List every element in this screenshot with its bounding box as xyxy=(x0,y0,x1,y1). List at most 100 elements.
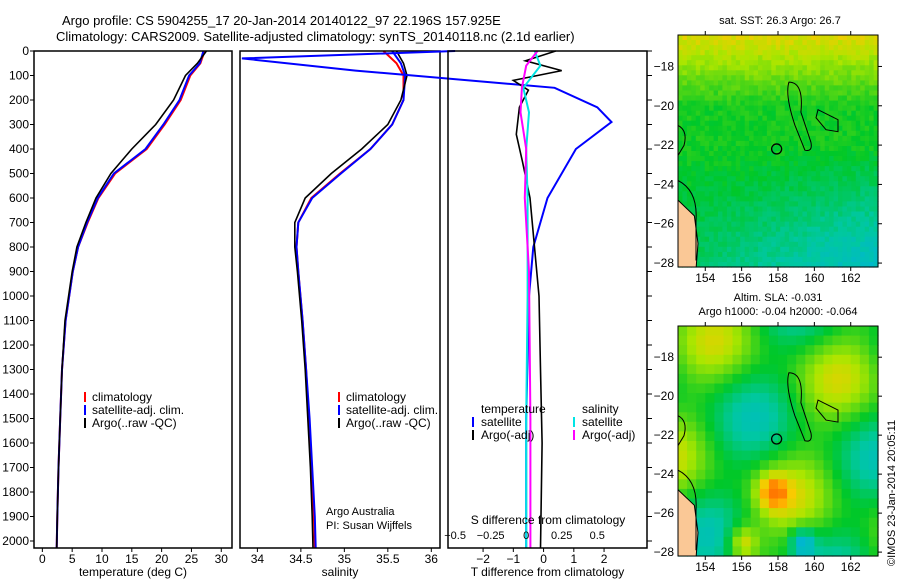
map-cell xyxy=(705,546,715,557)
map-cell xyxy=(838,45,843,51)
map-cell xyxy=(768,527,779,538)
map-cell xyxy=(850,527,861,538)
map-cell xyxy=(740,100,746,107)
map-cell xyxy=(691,140,697,147)
map-cell xyxy=(744,246,750,253)
map-cell xyxy=(758,231,763,238)
map-cell xyxy=(749,105,755,112)
x-tick-label: 160 xyxy=(804,271,824,285)
map-cell xyxy=(771,45,777,51)
map-cell xyxy=(833,120,839,127)
map-cell xyxy=(749,70,755,76)
map-cell xyxy=(695,206,701,213)
map-cell xyxy=(815,130,821,137)
map-cell xyxy=(842,45,848,51)
map-cell xyxy=(775,110,781,117)
map-cell xyxy=(864,226,870,233)
map-cell xyxy=(859,441,870,452)
map-cell xyxy=(682,156,688,162)
map-cell xyxy=(798,251,803,258)
map-cell xyxy=(851,135,857,142)
map-cell xyxy=(735,236,741,243)
map-cell xyxy=(722,186,728,192)
map-cell xyxy=(722,231,728,238)
x2-tick-label: 0 xyxy=(523,530,529,542)
map-cell xyxy=(750,536,761,547)
map-cell xyxy=(789,140,795,147)
map-cell xyxy=(864,95,870,102)
map-cell xyxy=(731,70,737,76)
map-cell xyxy=(823,364,834,375)
map-cell xyxy=(838,206,843,213)
map-cell xyxy=(860,110,866,117)
map-cell xyxy=(709,171,715,177)
map-cell xyxy=(859,345,870,356)
map-cell xyxy=(758,156,763,162)
map-cell xyxy=(750,508,761,519)
map-cell xyxy=(718,40,723,46)
map-cell xyxy=(860,85,866,91)
map-cell xyxy=(766,256,772,263)
map-cell xyxy=(775,201,781,207)
map-cell xyxy=(802,191,808,197)
map-cell xyxy=(695,95,701,102)
map-cell xyxy=(789,115,795,122)
map-cell xyxy=(687,393,697,404)
map-cell xyxy=(771,75,777,81)
map-cell xyxy=(709,40,715,46)
map-cell xyxy=(789,85,795,91)
map-cell xyxy=(798,125,803,132)
map-cell xyxy=(833,140,839,147)
map-cell xyxy=(775,80,781,86)
map-cell xyxy=(758,110,763,117)
map-cell xyxy=(766,100,772,107)
y-tick-label: −24 xyxy=(654,467,675,481)
map-cell xyxy=(722,181,728,187)
map-cell xyxy=(713,256,719,263)
map-cell xyxy=(775,146,781,152)
map-cell xyxy=(722,55,728,61)
map-cell xyxy=(691,110,697,117)
map-cell xyxy=(749,262,755,268)
map-cell xyxy=(714,383,725,394)
map-cell xyxy=(860,226,866,233)
map-cell xyxy=(718,216,723,223)
map-cell xyxy=(744,216,750,223)
map-cell xyxy=(704,146,710,152)
map-cell xyxy=(735,181,741,187)
map-cell xyxy=(704,241,710,248)
map-cell xyxy=(709,231,715,238)
map-cell xyxy=(678,85,683,91)
map-cell xyxy=(766,140,772,147)
map-cell xyxy=(784,140,790,147)
map-cell xyxy=(766,186,772,192)
map-cell xyxy=(744,156,750,162)
map-cell xyxy=(846,140,852,147)
map-cell xyxy=(860,146,866,152)
map-cell xyxy=(766,35,772,41)
map-cell xyxy=(762,181,768,187)
map-cell xyxy=(758,221,763,228)
map-cell xyxy=(824,120,830,127)
map-cell xyxy=(780,256,786,263)
map-cell xyxy=(687,402,697,413)
map-cell xyxy=(771,146,777,152)
map-cell xyxy=(762,80,768,86)
map-cell xyxy=(787,479,797,490)
map-cell xyxy=(789,50,795,56)
reef-contour xyxy=(787,81,812,151)
map-cell xyxy=(789,262,795,268)
map-cell xyxy=(846,146,852,152)
map-cell xyxy=(841,373,852,385)
map-cell xyxy=(869,226,875,233)
map-cell xyxy=(691,80,697,86)
map-cell xyxy=(726,156,732,162)
map-cell xyxy=(868,488,879,500)
map-cell xyxy=(793,85,799,91)
map-cell xyxy=(793,100,799,107)
map-cell xyxy=(842,85,848,91)
map-cell xyxy=(805,508,815,519)
map-cell xyxy=(678,35,683,41)
map-cell xyxy=(744,191,750,197)
map-cell xyxy=(731,181,737,187)
